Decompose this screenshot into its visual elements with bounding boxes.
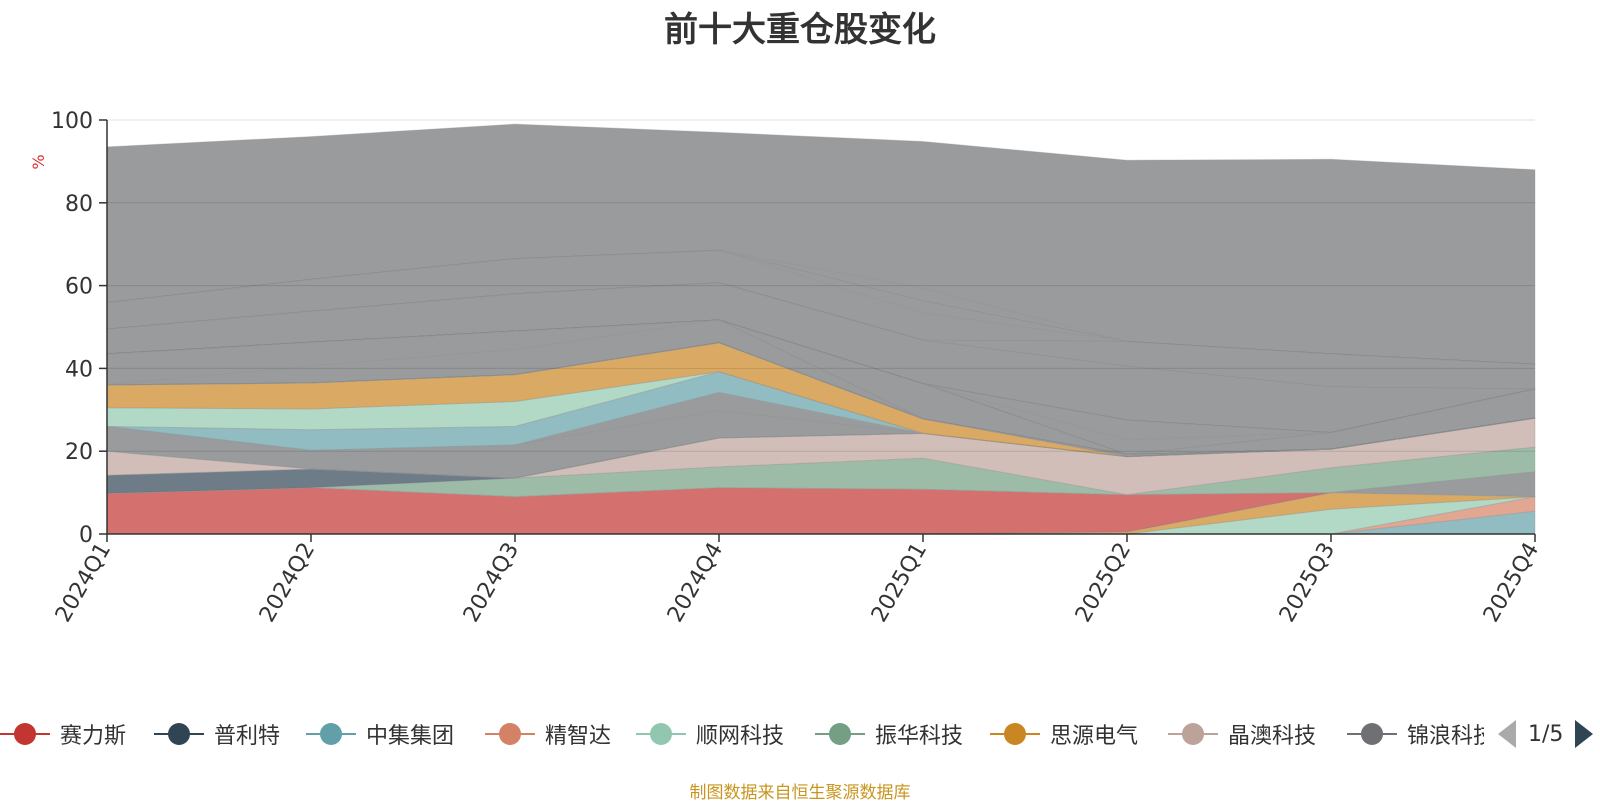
legend-marker-icon (0, 718, 50, 750)
y-tick-label: 100 (51, 109, 93, 134)
x-tick-label: 2024Q1 (51, 539, 116, 627)
legend-item[interactable]: 顺网科技 (636, 718, 784, 750)
legend-page-indicator: 1/5 (1528, 721, 1564, 747)
y-tick-label: 60 (65, 275, 93, 300)
legend-label: 思源电气 (1050, 724, 1139, 749)
legend-item[interactable]: 精智达 (485, 718, 611, 750)
legend-marker-icon (485, 718, 535, 750)
x-tick-label: 2025Q2 (1071, 539, 1136, 627)
stacked-area-chart: 0 20 40 60 80 100 2024Q1 2024Q2 2024Q3 2024Q4 2025… (29, 109, 1544, 627)
legend-label: 赛力斯 (60, 724, 127, 749)
legend-marker-icon (1347, 718, 1397, 750)
y-tick-label: 20 (65, 440, 93, 465)
x-tick-label: 2025Q1 (867, 539, 932, 627)
y-tick-label: 80 (65, 192, 93, 217)
y-tick-label: 40 (65, 357, 93, 382)
legend-next-page-icon[interactable] (1575, 720, 1594, 748)
legend-marker-icon (154, 718, 204, 750)
legend-marker-icon (1168, 718, 1218, 750)
x-tick-label: 2025Q4 (1479, 539, 1544, 627)
source-note: 制图数据来自恒生聚源数据库 (689, 783, 911, 803)
x-tick-label: 2024Q3 (459, 539, 524, 627)
x-tick-label: 2025Q3 (1275, 539, 1340, 627)
legend-label: 顺网科技 (696, 724, 785, 749)
legend-prev-page-icon[interactable] (1498, 720, 1516, 748)
legend-label: 晶澳科技 (1228, 724, 1317, 749)
x-tick-label: 2024Q2 (255, 539, 320, 627)
legend-marker-icon (306, 718, 356, 750)
y-tick-label: 0 (79, 523, 93, 548)
legend-pager: 1/5 (1498, 718, 1594, 750)
grid-layer (107, 119, 1535, 452)
legend-marker-icon (990, 718, 1040, 750)
legend-item[interactable]: 中集集团 (306, 718, 454, 750)
legend-item[interactable]: 思源电气 (990, 718, 1138, 750)
area-series-40 (106, 123, 1536, 365)
legend-label: 振华科技 (875, 724, 964, 749)
legend-item[interactable]: 普利特 (154, 718, 280, 750)
legend-label: 精智达 (545, 724, 612, 749)
legend: 赛力斯 普利特 中集集团 精智达 顺网科技 振华科技 思源电气 晶澳科技 锦浪科技 (0, 718, 1484, 750)
x-tick-label: 2024Q4 (663, 539, 728, 627)
legend-item[interactable]: 锦浪科技 (1347, 718, 1484, 750)
legend-item[interactable]: 振华科技 (815, 718, 963, 750)
legend-marker-icon (636, 718, 686, 750)
legend-label: 中集集团 (366, 724, 455, 749)
legend-marker-icon (815, 718, 865, 750)
legend-item[interactable]: 赛力斯 (0, 718, 126, 750)
legend-label: 锦浪科技 (1407, 724, 1484, 749)
chart-title: 前十大重仓股变化 (664, 10, 936, 50)
y-axis-label: % (29, 154, 48, 169)
legend-item[interactable]: 晶澳科技 (1168, 718, 1316, 750)
legend-label: 普利特 (214, 724, 281, 749)
area-layer (106, 123, 1536, 535)
